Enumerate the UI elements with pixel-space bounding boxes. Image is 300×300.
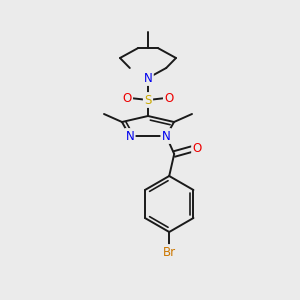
Text: N: N: [162, 130, 171, 142]
Text: N: N: [144, 71, 152, 85]
Text: Br: Br: [163, 245, 176, 259]
Text: O: O: [193, 142, 202, 155]
Text: S: S: [144, 94, 152, 106]
Text: O: O: [122, 92, 132, 104]
Text: N: N: [125, 130, 134, 142]
Text: O: O: [164, 92, 174, 104]
